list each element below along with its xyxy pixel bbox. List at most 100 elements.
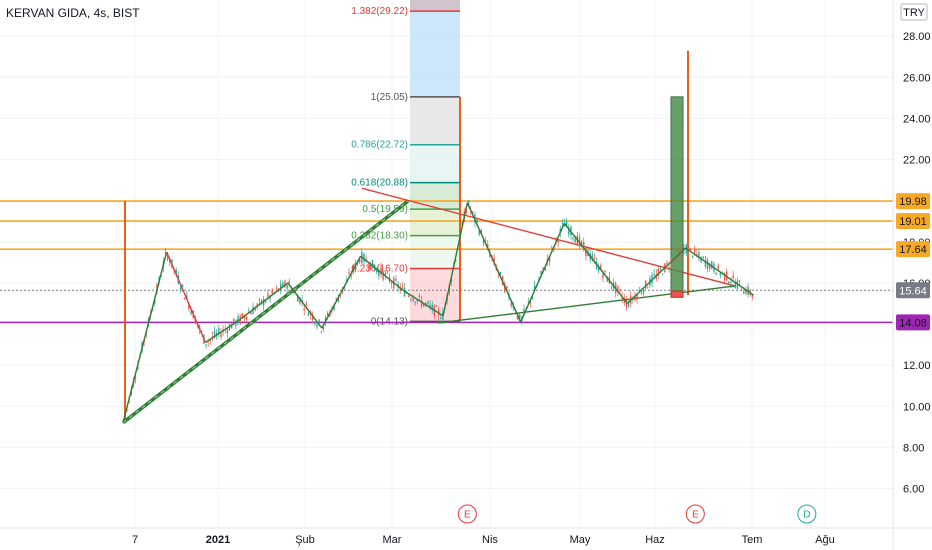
candle-body: [548, 257, 551, 262]
candle-body: [335, 298, 337, 300]
candle-body: [363, 253, 365, 262]
stop-box[interactable]: [670, 290, 684, 298]
event-marker[interactable]: [797, 504, 817, 524]
candle-body: [435, 306, 438, 307]
candle-body: [642, 289, 645, 294]
candle-body: [597, 266, 600, 271]
candle-body: [525, 307, 527, 308]
candle-body: [636, 294, 638, 300]
zigzag-segment[interactable]: [520, 222, 565, 323]
fib-band: [410, 235, 460, 269]
candle-body: [640, 292, 643, 294]
zigzag-segment[interactable]: [321, 255, 362, 329]
labels: 19.98 19.01 17.64 15.64 14.08 KERVAN GIDA, 4s…: [6, 3, 930, 331]
price-pill[interactable]: [896, 314, 930, 331]
candle-body: [265, 301, 267, 303]
zigzag-segment[interactable]: [205, 319, 240, 344]
zigzag-segment[interactable]: [466, 202, 522, 323]
candle-body: [380, 267, 382, 275]
zigzag-line[interactable]: [122, 202, 754, 423]
candle-body: [367, 266, 369, 268]
event-marker-label: E: [692, 510, 699, 521]
candle-body: [644, 280, 647, 289]
candle-body: [403, 287, 406, 297]
price-pill-label: 14.08: [899, 317, 927, 329]
zigzag-segment[interactable]: [403, 290, 444, 317]
zigzag-segment[interactable]: [442, 202, 469, 316]
zigzag-segment[interactable]: [685, 247, 754, 296]
candle-body: [740, 290, 743, 292]
candle-body: [169, 260, 171, 263]
candle-body: [420, 300, 423, 307]
candle-body: [188, 304, 190, 310]
candle-body: [183, 297, 186, 300]
candle-body: [674, 257, 677, 263]
price-pill-label: 15.64: [899, 285, 927, 297]
candle-body: [418, 295, 421, 297]
candle-body: [401, 285, 404, 287]
candle-body: [647, 287, 649, 289]
y-tick-label: 10.00: [903, 401, 931, 413]
price-pill[interactable]: [896, 213, 930, 230]
currency-box[interactable]: [900, 3, 928, 21]
uptrend-line[interactable]: [121, 199, 410, 425]
candle-body: [578, 237, 581, 245]
fib-level-label: 1(25.05): [371, 92, 408, 103]
zigzag-segment[interactable]: [626, 247, 687, 304]
candle-body: [237, 316, 239, 324]
event-marker[interactable]: [457, 504, 477, 524]
zigzag-segment[interactable]: [122, 251, 168, 423]
candle-body: [312, 314, 314, 321]
candle-body: [333, 305, 335, 310]
candle-body: [467, 200, 470, 207]
price-pill-label: 19.01: [899, 216, 927, 228]
candle-body: [350, 275, 352, 277]
candle-body: [487, 244, 489, 249]
candle-body: [254, 307, 256, 311]
candle-body: [717, 265, 719, 271]
fib-level-label: 0.382(18.30): [351, 231, 408, 242]
price-pill-label: 17.64: [899, 244, 927, 256]
candle-body: [544, 268, 547, 271]
candle-body: [610, 285, 613, 287]
candle-body: [378, 270, 380, 277]
triangle-lower[interactable]: [437, 285, 736, 324]
candle-body: [662, 274, 664, 275]
candle-body: [565, 221, 568, 227]
candle-body: [600, 265, 602, 271]
candle-body: [472, 211, 474, 213]
fib-level-label: 0.236(16.70): [351, 264, 408, 275]
zigzag-segment[interactable]: [360, 255, 405, 292]
price-pill[interactable]: [896, 241, 930, 258]
candle-body: [561, 223, 564, 224]
x-tick-label: Tem: [742, 534, 763, 546]
price-pill[interactable]: [896, 282, 930, 299]
candle-body: [314, 321, 316, 325]
zigzag-segment[interactable]: [166, 251, 207, 343]
candle-body: [164, 251, 167, 253]
candle-body: [233, 318, 235, 324]
candle-body: [408, 295, 410, 297]
event-marker-label: E: [464, 510, 471, 521]
target-box[interactable]: [670, 96, 684, 294]
zigzag-segment[interactable]: [238, 282, 289, 321]
candle-body: [423, 303, 425, 307]
event-marker[interactable]: [685, 504, 705, 524]
candle-body: [657, 268, 660, 276]
candle-body: [256, 303, 258, 307]
candle-body: [322, 327, 325, 330]
candle-body: [416, 299, 418, 302]
trend-drawings[interactable]: [121, 50, 736, 425]
y-tick-label: 22.00: [903, 155, 931, 167]
zigzag-segment[interactable]: [287, 282, 323, 329]
y-tick-label: 8.00: [903, 442, 924, 454]
zigzag-segment[interactable]: [563, 222, 628, 304]
candle-body: [376, 269, 378, 272]
candle-body: [557, 239, 559, 243]
price-pill[interactable]: [896, 193, 930, 210]
fibonacci-retracement[interactable]: 1.382(29.22) 1(25.05) 0.786(22.72) 0.618(20…: [351, 0, 460, 327]
fib-band: [410, 182, 460, 210]
